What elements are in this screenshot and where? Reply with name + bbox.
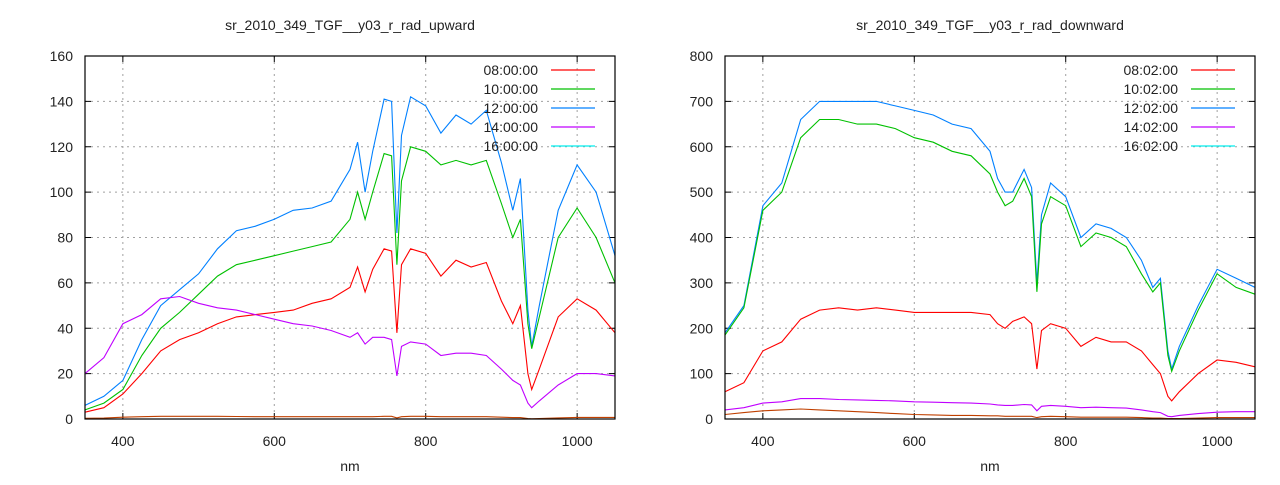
legend-label: 08:02:00 — [1124, 62, 1179, 78]
y-tick-label: 800 — [690, 48, 714, 64]
y-tick-label: 20 — [57, 366, 73, 382]
x-tick-label: 1000 — [1202, 433, 1233, 449]
legend-label: 12:00:00 — [484, 100, 539, 116]
x-tick-label: 800 — [1054, 433, 1078, 449]
y-tick-label: 0 — [65, 411, 73, 427]
legend-label: 16:02:00 — [1124, 138, 1179, 154]
y-tick-label: 500 — [690, 184, 714, 200]
series-line-100000 — [84, 146, 616, 411]
y-tick-label: 300 — [690, 275, 714, 291]
y-tick-label: 100 — [690, 366, 714, 382]
legend-label: 14:00:00 — [484, 119, 539, 135]
x-tick-label: 400 — [111, 433, 135, 449]
x-axis-label: nm — [340, 458, 359, 474]
legend-label: 08:00:00 — [484, 62, 539, 78]
y-tick-label: 160 — [50, 48, 74, 64]
x-tick-label: 600 — [903, 433, 927, 449]
y-tick-label: 400 — [690, 230, 714, 246]
y-tick-label: 40 — [57, 320, 73, 336]
y-tick-label: 140 — [50, 93, 74, 109]
x-tick-label: 600 — [263, 433, 287, 449]
plot-frame — [724, 55, 1256, 420]
series-line-100200 — [724, 118, 1256, 374]
legend-label: 14:02:00 — [1124, 119, 1179, 135]
plot-frame — [84, 55, 616, 420]
y-tick-label: 80 — [57, 230, 73, 246]
y-tick-label: 0 — [705, 411, 713, 427]
legend-label: 16:00:00 — [484, 138, 539, 154]
series-line-120000 — [84, 248, 616, 413]
y-tick-label: 700 — [690, 93, 714, 109]
y-tick-label: 200 — [690, 320, 714, 336]
x-tick-label: 800 — [414, 433, 438, 449]
chart-title: sr_2010_349_TGF__y03_r_rad_upward — [225, 17, 475, 33]
legend-label: 10:00:00 — [484, 81, 539, 97]
x-axis-label: nm — [980, 458, 999, 474]
chart-title: sr_2010_349_TGF__y03_r_rad_downward — [856, 17, 1124, 33]
legend-label: 10:02:00 — [1124, 81, 1179, 97]
y-tick-label: 60 — [57, 275, 73, 291]
legend-label: 12:02:00 — [1124, 100, 1179, 116]
y-tick-label: 600 — [690, 139, 714, 155]
series-line-140200 — [724, 398, 1255, 418]
chart-downward: sr_2010_349_TGF__y03_r_rad_downward 0 100 2… — [690, 17, 1256, 474]
chart-upward: sr_2010_349_TGF__y03_r_rad_upward 0 20 40 60… — [50, 17, 616, 474]
series-line-160200 — [724, 408, 1255, 420]
series-line-140000 — [84, 295, 616, 409]
series-line-080000 — [84, 95, 616, 406]
y-tick-label: 120 — [50, 139, 74, 155]
y-tick-label: 100 — [50, 184, 74, 200]
x-tick-label: 1000 — [562, 433, 593, 449]
series-line-160000 — [84, 415, 615, 420]
x-tick-label: 400 — [751, 433, 775, 449]
series-line-120200 — [724, 307, 1256, 402]
